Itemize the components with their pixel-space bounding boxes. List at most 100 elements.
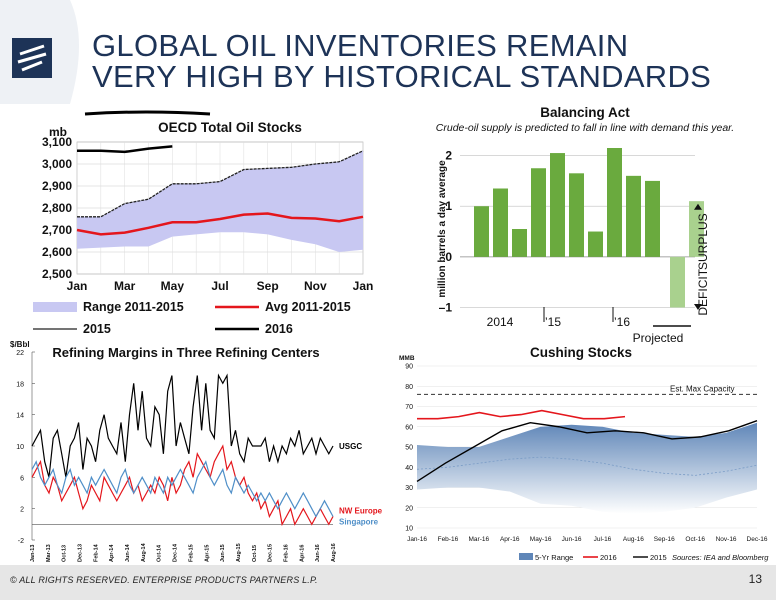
x-tick-label: Jan-13 <box>30 545 36 562</box>
x-tick-label: Nov-16 <box>716 536 737 543</box>
x-tick-label: May <box>161 279 185 293</box>
y-tick-label: 30 <box>405 485 413 492</box>
decorative-stroke <box>84 110 211 116</box>
x-tick-label: Dec-13 <box>78 544 84 562</box>
series-label-singapore: Singapore <box>339 518 379 527</box>
bar <box>512 229 527 257</box>
x-tick-label: Jun-16 <box>315 544 321 562</box>
max-capacity-annotation: Est. Max Capacity <box>670 384 734 393</box>
x-tick-label: Mar-13 <box>46 544 52 562</box>
y-tick-label: 50 <box>405 445 413 452</box>
x-tick-label: 2014 <box>487 315 514 329</box>
y-axis-label: MMB <box>399 355 415 362</box>
surplus-label: SURPLUS <box>696 213 710 270</box>
series-line-nw-europe <box>31 444 334 527</box>
page-title-line-2: VERY HIGH BY HISTORICAL STANDARDS <box>92 59 712 94</box>
y-tick-label: 0 <box>445 250 452 264</box>
x-tick-label: Oct-13 <box>62 545 68 562</box>
y-tick-label: 2,900 <box>42 179 72 193</box>
copyright: © ALL RIGHTS RESERVED. ENTERPRISE PRODUC… <box>10 575 318 585</box>
bar <box>607 148 622 257</box>
y-tick-label: –1 <box>439 300 453 314</box>
x-tick-label: Apr-15 <box>204 545 210 562</box>
legend-swatch <box>33 302 77 312</box>
y-tick-label: 20 <box>405 505 413 512</box>
x-tick-label: Jan-16 <box>407 536 427 543</box>
y-tick-label: 90 <box>405 364 413 371</box>
y-tick-label: 3,100 <box>42 135 72 149</box>
chart-title: Cushing Stocks <box>530 345 632 360</box>
x-tick-label: ’15 <box>545 315 561 329</box>
chart-title: Balancing Act <box>540 105 630 120</box>
y-tick-label: 3,000 <box>42 157 72 171</box>
y-tick-label: 10 <box>405 526 413 533</box>
bar <box>569 173 584 257</box>
x-tick-label: Oct-15 <box>252 545 258 562</box>
x-tick-label: Feb-16 <box>438 536 459 543</box>
y-tick-label: 60 <box>405 424 413 431</box>
x-tick-label: Apr-14 <box>109 544 115 562</box>
bar <box>645 180 660 257</box>
x-tick-label: Dec-16 <box>747 536 768 543</box>
x-tick-label: Sep-16 <box>654 536 675 543</box>
x-tick-label: ’16 <box>614 315 630 329</box>
deficit-arrow <box>694 304 702 310</box>
x-tick-label: Mar <box>114 279 136 293</box>
legend-swatch <box>519 553 533 560</box>
x-tick-label: May-16 <box>530 536 552 543</box>
y-tick-label: 2,600 <box>42 245 72 259</box>
x-tick-label: Jul-16 <box>594 536 612 543</box>
x-tick-label: Oct-14 <box>157 544 163 562</box>
y-tick-label: 14 <box>16 413 24 420</box>
y-tick-label: 1 <box>445 199 452 213</box>
balancing-chart: Balancing Act Crude-oil supply is predict… <box>405 100 765 345</box>
legend-label: 2015 <box>83 322 111 336</box>
legend-label: Range 2011-2015 <box>83 300 184 314</box>
x-tick-label: Feb-14 <box>93 543 99 562</box>
x-tick-label: Jan <box>67 279 88 293</box>
y-tick-label: 2,500 <box>42 267 72 281</box>
legend-label: 2016 <box>265 322 293 336</box>
x-tick-label: Feb-15 <box>188 544 194 562</box>
y-tick-label: 18 <box>16 381 24 388</box>
x-tick-label: Apr-16 <box>299 545 305 562</box>
surplus-arrow <box>694 203 702 210</box>
refining-chart: $/Bbl Refining Margins in Three Refining … <box>8 338 388 566</box>
x-tick-label: Jun-15 <box>220 544 226 562</box>
x-tick-label: Aug-15 <box>236 543 242 562</box>
y-tick-label: 6 <box>20 475 24 482</box>
x-tick-label: Dec-14 <box>173 543 179 562</box>
chart-title: Refining Margins in Three Refining Cente… <box>52 345 319 360</box>
series-label-nw-europe: NW Europe <box>339 507 383 516</box>
series-line-usgc <box>31 373 334 478</box>
series-2015-line <box>77 150 364 218</box>
y-tick-label: -2 <box>18 538 24 545</box>
y-tick-label: 2,700 <box>42 223 72 237</box>
y-tick-label: 2 <box>445 149 452 163</box>
x-tick-label: Aug-16 <box>623 536 644 543</box>
bar <box>474 206 489 257</box>
cushing-chart: Cushing Stocks MMB 90 80 70 60 50 40 30 20 10 Est. … <box>395 340 770 565</box>
legend-label: 5-Yr Range <box>535 553 573 562</box>
projected-label: Projected <box>633 331 684 345</box>
range-band-area <box>417 422 757 514</box>
series-avg-line <box>76 212 364 236</box>
y-tick-label: 40 <box>405 465 413 472</box>
bar <box>493 188 508 257</box>
oecd-chart: 2,500 2,600 2,700 2,800 2,900 3,000 3,100 OECD … <box>25 110 385 337</box>
series-2016-line <box>77 145 173 154</box>
bar <box>689 201 704 257</box>
y-tick-label: 2 <box>20 507 24 514</box>
deficit-label: DEFICIT <box>696 268 710 315</box>
x-tick-label: Mar-16 <box>469 536 490 543</box>
x-tick-label: Aug-14 <box>141 542 147 562</box>
x-tick-label: Oct-16 <box>685 536 705 543</box>
bar <box>626 175 641 257</box>
series-5yr-avg-line <box>416 456 758 476</box>
bar <box>670 256 685 308</box>
legend-label: Avg 2011-2015 <box>265 300 351 314</box>
y-axis-label: million barrels a day average <box>437 160 448 298</box>
legend-label: 2015 <box>650 553 667 562</box>
footer-bar <box>0 565 776 600</box>
y-axis-label: mb <box>49 125 67 139</box>
